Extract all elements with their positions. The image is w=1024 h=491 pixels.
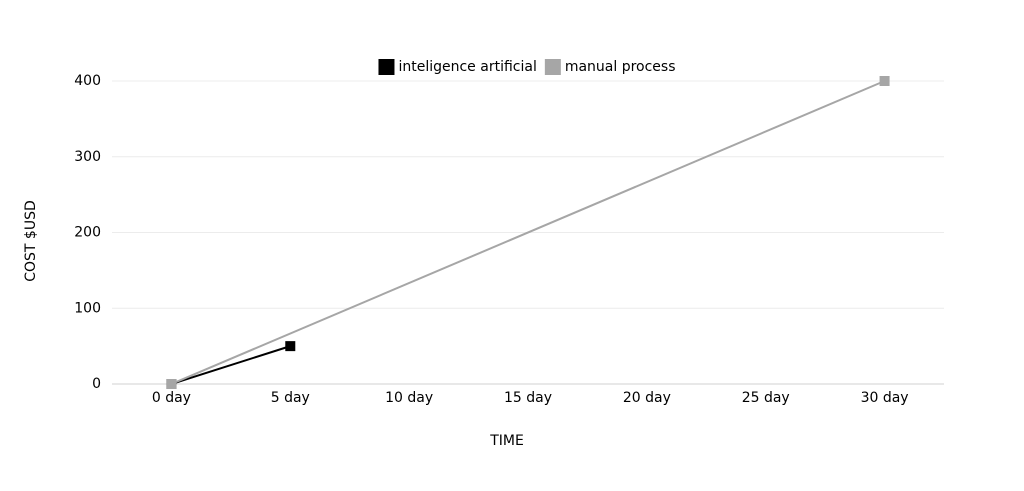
y-tick-label: 0: [92, 376, 101, 392]
x-tick-label: 30 day: [861, 390, 909, 406]
x-tick-label: 10 day: [385, 390, 433, 406]
marker: [285, 341, 296, 352]
x-tick-label: 0 day: [152, 390, 191, 406]
marker: [166, 379, 177, 389]
x-tick-label: 15 day: [504, 390, 552, 406]
y-tick-label: 100: [74, 300, 101, 316]
y-tick-label: 400: [74, 73, 101, 89]
marker: [879, 76, 890, 86]
y-tick-label: 200: [74, 225, 101, 241]
x-tick-label: 20 day: [623, 390, 671, 406]
y-axis-title: COST $USD: [23, 200, 39, 282]
legend-swatch: [378, 59, 395, 75]
legend-label: manual process: [565, 59, 676, 75]
y-tick-label: 300: [74, 149, 101, 165]
x-axis-title: TIME: [489, 433, 524, 449]
series-line: [171, 80, 885, 385]
legend-label: inteligence artificial: [398, 59, 536, 75]
legend-swatch: [544, 59, 561, 75]
series-line: [171, 345, 291, 385]
x-tick-label: 5 day: [271, 390, 310, 406]
x-tick-label: 25 day: [742, 390, 790, 406]
